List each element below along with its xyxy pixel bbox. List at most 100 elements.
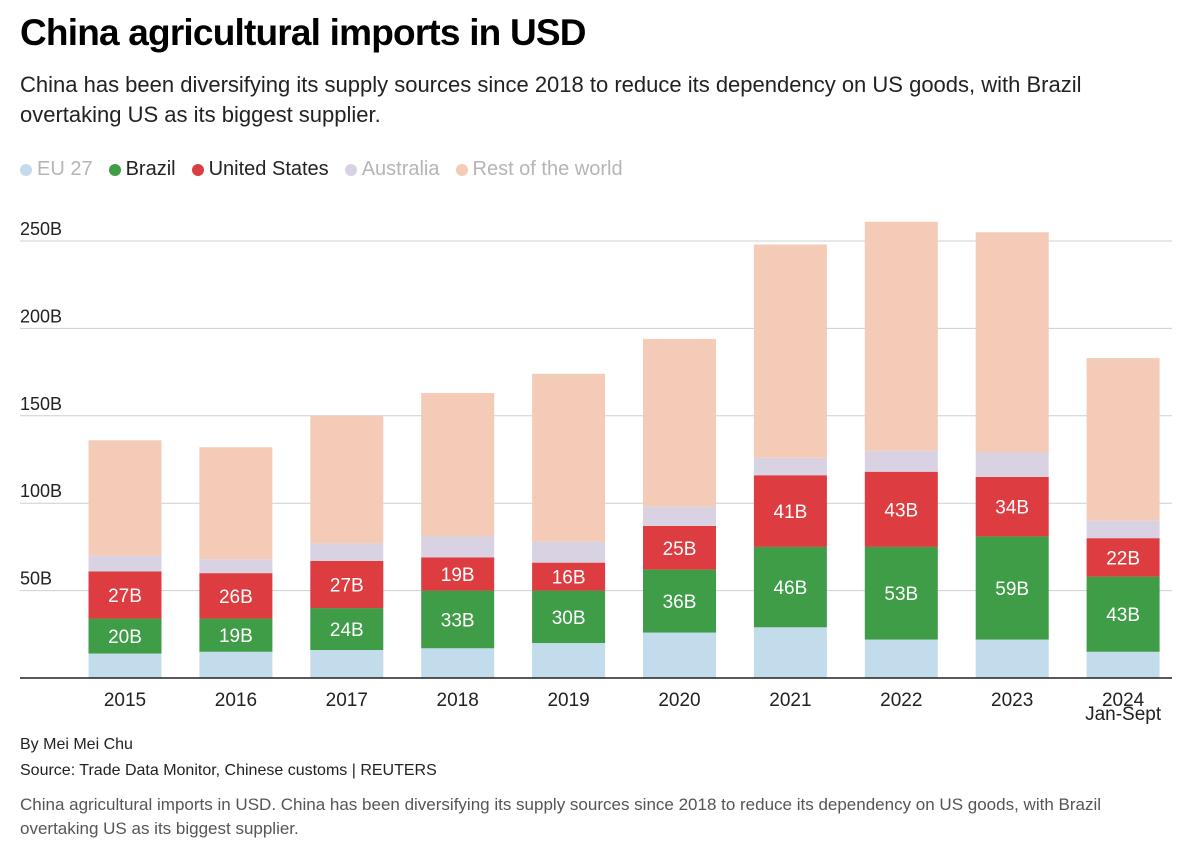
chart-title: China agricultural imports in USD — [20, 12, 586, 53]
bar-segment — [1086, 358, 1160, 521]
bar-segment — [532, 562, 606, 591]
bar-segment — [199, 651, 273, 678]
legend-item: Rest of the world — [455, 158, 623, 181]
bar-segment — [88, 571, 162, 619]
legend-item: United States — [191, 158, 329, 181]
x-tick-label: 2022 — [880, 690, 922, 711]
bar-data-label: 53B — [884, 584, 918, 605]
bar-segment — [199, 447, 273, 560]
y-tick-label: 200B — [20, 306, 62, 326]
bar-data-label: 27B — [108, 586, 142, 607]
bar-data-label: 27B — [330, 575, 364, 596]
y-tick-label: 250B — [20, 219, 62, 239]
x-tick-label: 2015 — [104, 690, 146, 711]
bar-data-label: 43B — [884, 500, 918, 521]
bar-segment — [421, 557, 495, 591]
y-tick-label: 150B — [20, 394, 62, 414]
bar-segment — [864, 639, 938, 678]
chart-legend: EU 27 Brazil United States Australia Rest of… — [20, 158, 623, 181]
y-tick-label: 100B — [20, 481, 62, 501]
bar-data-label: 59B — [995, 579, 1029, 600]
bar-segment — [753, 546, 827, 628]
bar-data-label: 33B — [441, 610, 475, 631]
legend-label: Rest of the world — [472, 158, 623, 180]
legend-label: Australia — [361, 158, 440, 180]
legend-swatch — [455, 163, 468, 176]
bar-data-label: 20B — [108, 627, 142, 648]
bar-segment — [864, 221, 938, 451]
legend-label: Brazil — [125, 158, 176, 180]
bar-segment — [643, 506, 716, 526]
y-tick-label: 50B — [20, 569, 52, 589]
image-caption: China agricultural imports in USD. China… — [20, 795, 1102, 838]
bar-data-label: 30B — [552, 608, 586, 629]
x-tick-label: 2020 — [658, 690, 700, 711]
legend-label: EU 27 — [37, 158, 93, 180]
legend-swatch — [344, 163, 357, 176]
bar-data-label: 19B — [219, 626, 253, 647]
bar-segment — [864, 471, 938, 547]
bar-data-label: 26B — [219, 587, 253, 608]
bar-segment — [864, 546, 938, 640]
bar-data-label: 43B — [1106, 605, 1140, 626]
bar-data-label: 34B — [995, 498, 1029, 519]
bar-segment — [975, 639, 1049, 678]
bar-segment — [88, 555, 162, 572]
bar-data-label: 41B — [773, 502, 807, 523]
bar-segment — [1086, 538, 1160, 577]
bar-segment — [88, 653, 162, 678]
bar-segment — [199, 573, 273, 619]
bar-segment — [199, 559, 273, 574]
bar-segment — [975, 452, 1049, 477]
x-tick-label: 2018 — [437, 690, 479, 711]
bar-segment — [643, 525, 716, 570]
x-tick-label: 2024 — [1102, 690, 1145, 711]
bar-segment — [753, 475, 827, 547]
bar-segment — [421, 590, 495, 649]
x-tick-label: 2016 — [215, 690, 257, 711]
legend-swatch — [20, 163, 32, 176]
bar-segment — [864, 450, 938, 472]
bar-segment — [975, 232, 1049, 453]
x-tick-label: 2019 — [547, 690, 589, 711]
bar-segment — [421, 536, 495, 558]
bar-segment — [310, 560, 384, 609]
bar-segment — [643, 632, 716, 678]
x-tick-label: 2023 — [991, 690, 1033, 711]
bar-segment — [310, 608, 384, 651]
stacked-bar-chart: 50B 100B 150B 200B 250B 20B 27B 2015 19B 26B 2016 2… — [20, 219, 1172, 725]
legend-swatch — [108, 163, 121, 176]
bar-segment — [421, 393, 495, 537]
bar-segment — [1086, 651, 1160, 678]
bar-data-label: 22B — [1106, 548, 1140, 569]
bar-segment — [199, 618, 273, 652]
bar-segment — [643, 569, 716, 633]
bar-segment — [1086, 576, 1160, 652]
bar-segment — [975, 476, 1049, 537]
bar-segment — [975, 536, 1049, 640]
byline: By Mei Mei Chu — [20, 736, 133, 753]
bar-segment — [421, 648, 495, 678]
bar-data-label: 24B — [330, 620, 364, 641]
bar-data-label: 19B — [441, 565, 475, 586]
legend-item: EU 27 — [20, 158, 93, 181]
bar-segment — [310, 650, 384, 678]
bar-segment — [1086, 520, 1160, 539]
legend-item: Australia — [344, 158, 440, 181]
chart-subtitle: China has been diversifying its supply s… — [20, 72, 1082, 127]
bar-segment — [643, 338, 716, 507]
bar-segment — [532, 541, 606, 563]
x-tick-label: 2021 — [769, 690, 811, 711]
bar-segment — [88, 618, 162, 654]
bar-segment — [532, 590, 606, 644]
bar-data-label: 46B — [773, 578, 807, 599]
legend-swatch — [191, 163, 204, 176]
bar-data-label: 16B — [552, 568, 586, 589]
bar-segment — [753, 457, 827, 476]
bar-data-label: 36B — [663, 592, 697, 613]
bar-segment — [532, 643, 606, 678]
legend-item: Brazil — [108, 158, 176, 181]
bar-segment — [753, 627, 827, 678]
bar-segment — [310, 543, 384, 561]
x-tick-label: 2017 — [326, 690, 368, 711]
